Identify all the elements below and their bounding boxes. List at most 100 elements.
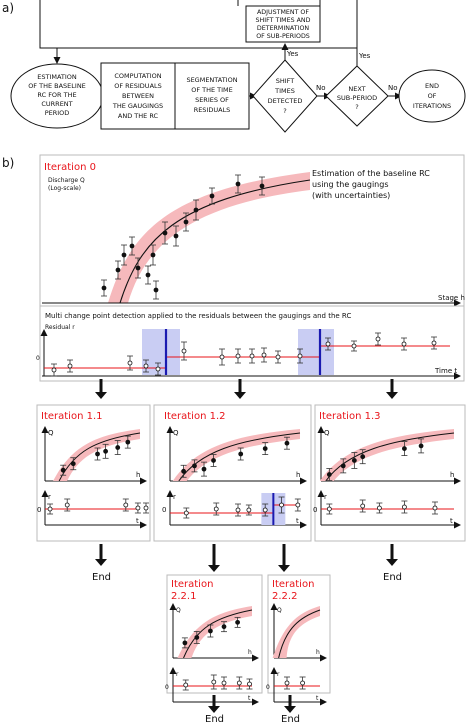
segmentation-line-3: SERIES OF: [195, 96, 229, 104]
yes-label-1: Yes: [286, 50, 299, 58]
sub12-gauging-2-point: [201, 466, 207, 472]
iteration-1-1-title: Iteration 1.1: [41, 411, 103, 422]
sub11-gauging-5-point: [125, 439, 131, 445]
sub12-gauging-0-point: [181, 468, 187, 474]
yes-label-2: Yes: [358, 52, 371, 60]
shift-line-3: DETECTED: [268, 97, 303, 105]
arrow-to-1-2-head: [234, 392, 246, 399]
shift-decision-node: [252, 59, 318, 133]
iteration-0-mcp-title: Multi change point detection applied to …: [45, 312, 351, 320]
shift-line-2: TIMES: [274, 87, 295, 95]
sub13-residual-4-point: [432, 505, 438, 511]
sub11-residual-3-point: [135, 505, 141, 511]
sub13-curve: [325, 432, 455, 482]
sub13-q-label: Q: [324, 429, 330, 437]
res0-point-8-point: [249, 353, 255, 359]
iteration-2-2-1-plots: Qh r0 t: [165, 603, 259, 706]
computation-line-1: COMPUTATION: [114, 72, 161, 80]
iteration-1-2-plots: Qh r0 t: [162, 426, 307, 529]
next-line-3: ?: [355, 103, 358, 111]
end-line-1: END: [425, 82, 439, 90]
rc0-gauging-1-point: [115, 267, 121, 273]
arrow-end-1-1-head: [95, 559, 107, 566]
panel-a-label: a): [2, 1, 14, 15]
next-line-2: SUB-PERIOD: [337, 94, 377, 102]
arrow-to-1-1-head: [95, 392, 107, 399]
sub11-residual-4-point: [143, 505, 149, 511]
sub12-h-label: h: [296, 471, 300, 479]
adjustment-line-3: DETERMINATION: [257, 25, 310, 32]
sub13-h-label: h: [450, 471, 454, 479]
sub221-gauging-3-point: [221, 624, 227, 630]
next-line-1: NEXT: [348, 85, 365, 93]
sub12-band: [172, 429, 300, 481]
sub221-h-label: h: [248, 649, 252, 656]
res0-point-9-point: [261, 352, 267, 358]
sub12-residual-5-point: [279, 502, 284, 508]
rc0-gauging-7-point: [150, 252, 156, 258]
sub12-residual-3-point: [246, 507, 252, 513]
sub222-band: [272, 606, 320, 658]
rc0-gauging-13-point: [235, 181, 241, 187]
shift-band-1: [142, 329, 180, 375]
adjustment-line-1: ADJUSTMENT OF: [257, 9, 309, 16]
end-label-2-2-1: End: [205, 714, 224, 725]
iteration-1-2-panel: [153, 404, 312, 542]
no-label-2: No: [388, 84, 398, 92]
arrow-to-1-3-head: [386, 392, 398, 399]
rc0-gauging-14-point: [259, 183, 265, 189]
sub222-r-label: r: [277, 671, 280, 678]
sub13-band: [319, 429, 454, 481]
sub11-gauging-1-point: [70, 461, 76, 467]
sub13-r-label: r: [324, 493, 327, 501]
sub12-residual-4-point: [262, 507, 268, 513]
res0-point-5-point: [181, 348, 187, 354]
shift-band-2: [298, 329, 334, 375]
sub221-residual-0-point: [183, 682, 189, 688]
computation-line-3: BETWEEN: [122, 92, 154, 100]
iteration-2-2-2-title-1: Iteration: [272, 579, 314, 590]
sub13-residual-3-point: [401, 504, 407, 510]
res0-point-11-point: [297, 353, 303, 359]
sub222-h-label: h: [316, 649, 320, 656]
sub12-q-label: Q: [173, 429, 179, 437]
sub11-gauging-0-point: [60, 467, 66, 473]
loop-arrow-to-estimation: [39, 0, 61, 64]
end-of-iterations-node: [398, 69, 466, 123]
sub221-residual-3-point: [236, 680, 242, 686]
segmentation-line-4: RESIDUALS: [194, 106, 231, 114]
no-label-1: No: [316, 84, 326, 92]
computation-line-5: AND THE RC: [118, 112, 159, 120]
sub13-gauging-2-point: [351, 458, 357, 463]
sub12-zero-label: 0: [162, 506, 166, 514]
sub221-band: [177, 606, 252, 658]
sub12-gauging-5-point: [262, 446, 268, 452]
sub221-q-label: Q: [176, 607, 181, 614]
rc0-gauging-11-point: [193, 207, 199, 213]
estimation-line-2: OF THE BASELINE: [28, 82, 86, 90]
iteration-0-title: Iteration 0: [44, 162, 96, 173]
estimation-line-1: ESTIMATION: [37, 73, 77, 81]
rc0-gauging-3-point: [129, 243, 135, 249]
rc0-gauging-9-point: [173, 233, 179, 239]
sub222-zero-label: 0: [266, 684, 270, 691]
sub221-gauging-1-point: [194, 635, 200, 640]
sub12-residual-1-point: [213, 506, 219, 512]
iteration-0-residuals: [44, 329, 450, 377]
iteration-0-note-3: (with uncertainties): [312, 191, 390, 200]
rc0-uncertainty-band: [108, 172, 310, 303]
arrow-to-2-2-1-head: [208, 565, 220, 572]
iteration-2-2-2-title-2: 2.2.2: [272, 591, 297, 602]
sub12-residual-6-point: [295, 502, 301, 508]
sub13-gauging-1-point: [340, 463, 346, 469]
next-decision-node: [325, 65, 389, 127]
iteration-2-2-1-panel: [166, 574, 263, 694]
sub13-gauging-5-point: [418, 443, 424, 449]
shift-line-1: SHIFT: [276, 77, 295, 85]
sub11-residual-0-point: [47, 506, 53, 512]
arrow-to-2-2-2-head: [278, 565, 290, 572]
sub11-gauging-3-point: [103, 448, 108, 454]
rc0-gauging-6-point: [153, 287, 159, 293]
sub221-gauging-4-point: [235, 619, 241, 625]
iteration-0-note-2: using the gaugings: [312, 180, 389, 189]
